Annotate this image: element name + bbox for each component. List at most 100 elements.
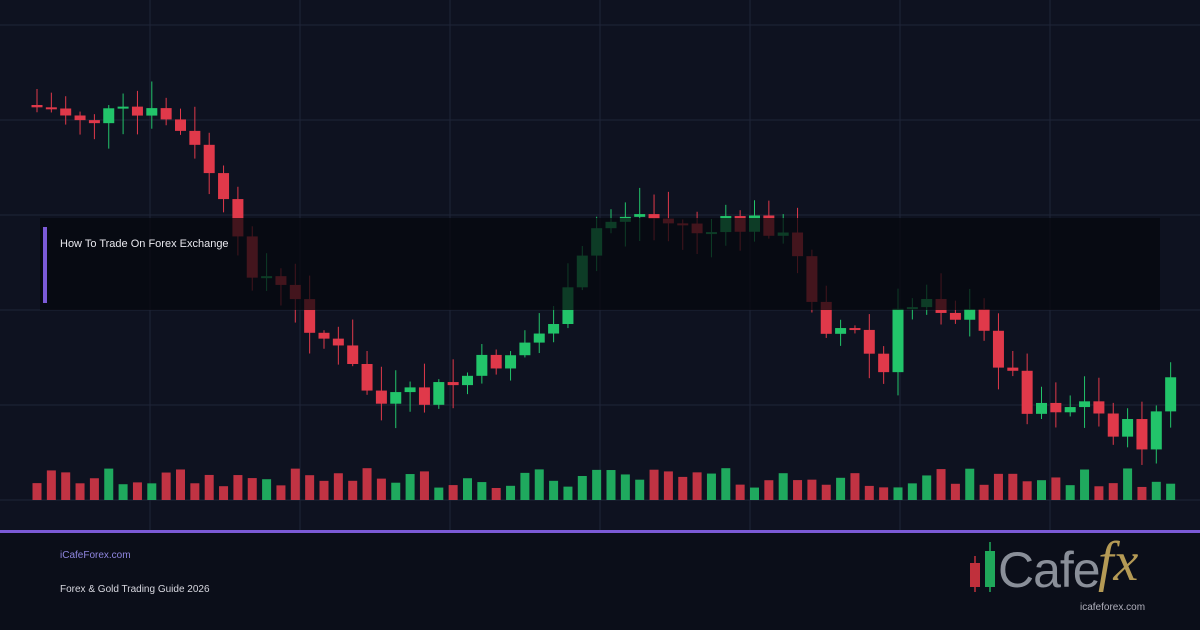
volume-bar: [563, 486, 573, 500]
footer-band: [0, 533, 1200, 630]
volume-bar: [448, 485, 458, 500]
volume-bar: [606, 470, 616, 500]
candle-body: [1036, 402, 1047, 414]
volume-bar: [1022, 481, 1032, 500]
volume-bar: [376, 478, 386, 500]
volume-bar: [549, 480, 559, 500]
candle-body: [476, 354, 488, 376]
volume-bar: [979, 484, 989, 500]
candle-body: [117, 106, 129, 109]
candle-body: [218, 173, 230, 200]
volume-bar: [721, 468, 731, 500]
candle-body: [318, 332, 330, 339]
candle-body: [1050, 402, 1062, 413]
volume-bar: [922, 475, 932, 500]
candle-body: [1150, 411, 1162, 450]
volume-bar: [147, 483, 157, 500]
volume-bar: [1008, 473, 1018, 500]
volume-bar: [463, 478, 472, 500]
candle-body: [835, 328, 847, 334]
candle-body: [433, 382, 445, 405]
logo-word: Cafe: [998, 542, 1101, 598]
volume-bar: [32, 483, 42, 500]
volume-bar: [75, 483, 85, 500]
volume-bar: [1108, 483, 1118, 500]
candle-body: [146, 108, 158, 116]
volume-bar: [1137, 486, 1147, 500]
volume-bar: [1123, 468, 1133, 500]
tagline: Forex & Gold Trading Guide 2026: [60, 584, 210, 595]
volume-bar: [907, 483, 917, 500]
volume-bar: [850, 473, 860, 500]
candle-body: [189, 130, 201, 145]
volume-bar: [836, 477, 846, 500]
candle-body: [404, 387, 416, 393]
candle-body: [418, 387, 430, 405]
candle-body: [548, 324, 560, 334]
volume-bar: [893, 487, 903, 500]
candle-body: [1122, 419, 1134, 437]
volume-bar: [879, 487, 889, 500]
logo-mark: fx: [1098, 531, 1139, 593]
volume-bar: [1051, 477, 1061, 500]
candle-body: [1079, 401, 1091, 408]
volume-bar: [276, 485, 286, 500]
candle-body: [648, 214, 660, 219]
candle-body: [175, 119, 186, 131]
candle-body: [1064, 407, 1076, 413]
volume-bar: [405, 474, 415, 500]
candle-body: [533, 333, 545, 343]
volume-bar: [506, 485, 516, 500]
volume-bar: [104, 468, 114, 500]
volume-bar: [176, 469, 185, 500]
candle-body: [878, 353, 890, 373]
logo-candle: [970, 563, 980, 587]
volume-bar: [46, 470, 56, 500]
volume-bar: [161, 472, 171, 500]
volume-bar: [362, 468, 372, 500]
volume-bar: [678, 476, 688, 500]
candle-body: [949, 312, 961, 320]
candle-body: [863, 329, 875, 354]
volume-bar: [936, 469, 946, 500]
volume-bar: [821, 484, 831, 500]
divider: [0, 530, 1200, 533]
volume-bar: [735, 484, 745, 500]
volume-bar: [534, 469, 544, 500]
volume-bar: [620, 474, 630, 500]
candle-body: [849, 328, 861, 331]
volume-bar: [132, 482, 142, 500]
volume-bar: [577, 475, 587, 500]
volume-bar: [1166, 483, 1176, 500]
volume-bar: [89, 478, 99, 500]
candle-body: [1107, 413, 1119, 437]
title: How To Trade On Forex Exchange: [60, 238, 229, 250]
candle-body: [131, 106, 143, 116]
logo-icon: [970, 542, 995, 592]
candle-body: [203, 144, 215, 174]
candle-body: [361, 364, 373, 391]
candle-body: [519, 342, 531, 356]
candle-body: [505, 355, 517, 369]
volume-bar: [764, 480, 774, 500]
volume-bar: [520, 472, 530, 500]
candle-body: [375, 390, 387, 404]
candle-body: [1136, 419, 1148, 450]
volume-bar: [663, 471, 673, 500]
candle-body: [74, 115, 86, 121]
candle-body: [447, 382, 459, 386]
volume-bar: [1065, 485, 1075, 500]
logo-candle: [985, 551, 995, 587]
candle-body: [160, 108, 172, 120]
volume-bar: [348, 480, 358, 500]
volume-bar: [204, 474, 214, 500]
logo-url: icafeforex.com: [1080, 602, 1146, 613]
candle-body: [31, 105, 43, 108]
candle-body: [60, 108, 72, 116]
volume-bar: [190, 483, 200, 500]
volume-bar: [491, 487, 501, 500]
volume-bar: [1151, 481, 1161, 500]
volume-bar: [950, 483, 960, 500]
candle-body: [332, 338, 344, 346]
